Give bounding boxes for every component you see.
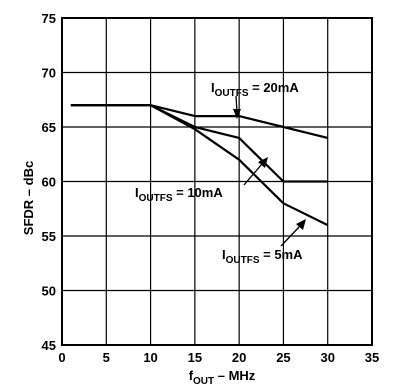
plot-frame: [61, 17, 373, 346]
y-tick-label: 60: [42, 175, 56, 190]
y-tick-label: 55: [42, 229, 56, 244]
x-tick-label: 35: [365, 350, 379, 365]
x-tick-label: 5: [103, 350, 110, 365]
y-tick-label: 45: [42, 338, 56, 353]
x-tick-label: 25: [276, 350, 290, 365]
arrow-5ma: [280, 219, 306, 247]
x-axis-title: fOUT – MHz: [189, 368, 256, 387]
arrow-20ma: [233, 95, 241, 119]
x-tick-label: 20: [232, 350, 246, 365]
x-tick-label: 15: [188, 350, 202, 365]
annotation-5ma: IOUTFS = 5mA: [222, 247, 303, 266]
annotation-10ma: IOUTFS = 10mA: [135, 185, 223, 204]
x-tick-label: 10: [143, 350, 157, 365]
arrow-10ma: [243, 157, 268, 186]
tick-labels: 0 5 10 15 20 25 30 35 45 50 55 60 65 70 75: [42, 11, 380, 365]
y-tick-label: 50: [42, 284, 56, 299]
x-tick-label: 0: [58, 350, 65, 365]
x-tick-label: 30: [320, 350, 334, 365]
y-tick-label: 75: [42, 11, 56, 26]
series-lines: [70, 104, 329, 227]
y-tick-label: 65: [42, 120, 56, 135]
y-axis-title: SFDR – dBc: [21, 161, 36, 235]
annotation-20ma: IOUTFS = 20mA: [211, 80, 299, 99]
series-line-3: [70, 104, 329, 227]
y-tick-label: 70: [42, 66, 56, 81]
